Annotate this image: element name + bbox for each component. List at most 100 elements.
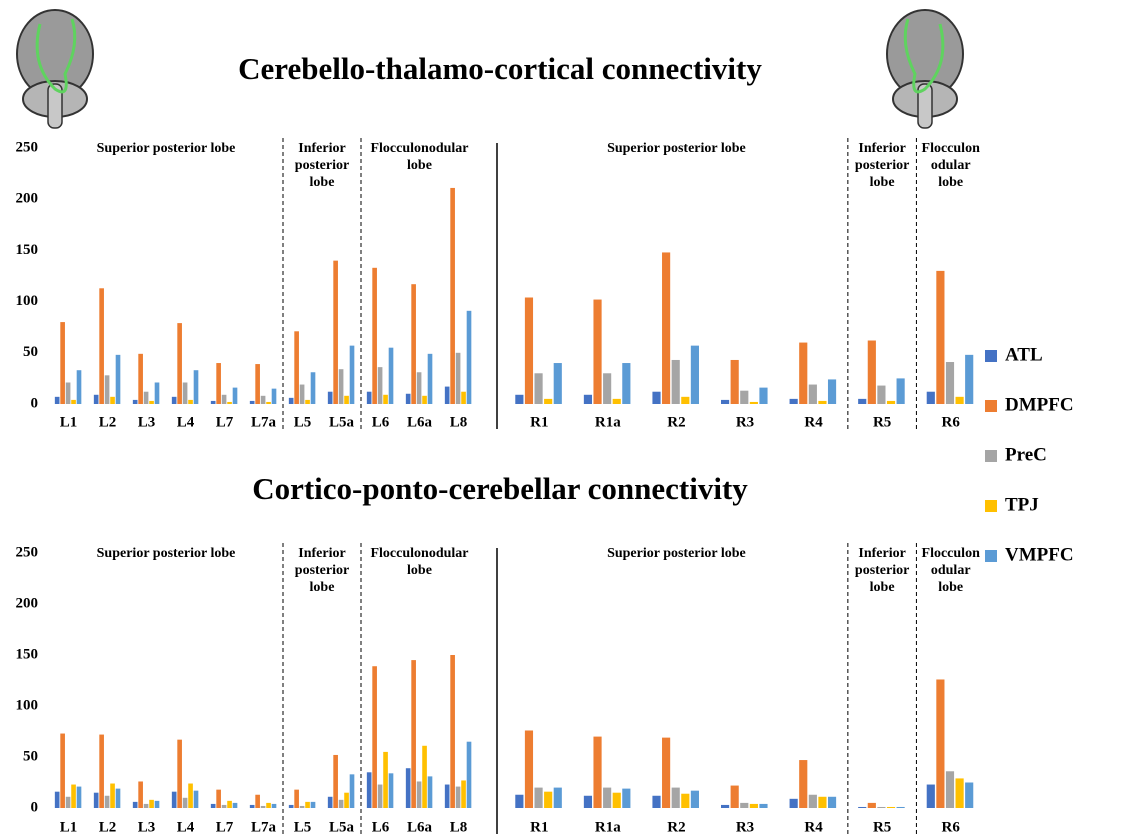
bar: [809, 795, 817, 808]
bar: [116, 789, 121, 808]
bar: [261, 806, 266, 808]
x-tick-label: R1a: [595, 819, 621, 835]
bar: [328, 392, 333, 404]
bar: [721, 400, 729, 404]
bar: [149, 800, 154, 808]
bar: [188, 784, 193, 808]
legend-swatch: [985, 350, 997, 362]
x-tick-label: L1: [60, 819, 78, 835]
y-tick-label: 100: [16, 293, 39, 309]
bar: [133, 802, 138, 808]
brain-icon: [887, 10, 963, 128]
bar: [897, 378, 905, 404]
region-box: Flocculonodular lobe: [363, 140, 476, 200]
brain-icon: [17, 10, 93, 128]
bar: [155, 801, 160, 808]
y-tick-label: 50: [23, 344, 38, 360]
x-tick-label: R6: [942, 414, 961, 430]
bar: [554, 363, 562, 404]
bar: [211, 401, 216, 404]
bar: [144, 804, 149, 808]
bar: [149, 401, 154, 404]
bar: [422, 746, 427, 808]
legend-label: PreC: [1005, 444, 1047, 465]
bar: [965, 783, 973, 809]
bar: [110, 784, 115, 808]
bar: [372, 666, 377, 808]
bar: [445, 387, 450, 404]
x-tick-label: L8: [450, 414, 468, 430]
bar: [294, 790, 299, 808]
bar: [818, 401, 826, 404]
legend-label: ATL: [1005, 344, 1043, 365]
bar: [534, 373, 542, 404]
bar: [544, 399, 552, 404]
x-tick-label: L6: [372, 819, 390, 835]
bar: [411, 660, 416, 808]
bar: [731, 360, 739, 404]
bar: [94, 395, 99, 404]
bar: [450, 188, 455, 404]
bar: [428, 776, 433, 808]
region-box: Superior posterior lobe: [51, 545, 281, 605]
x-tick-label: L2: [99, 819, 117, 835]
bar: [389, 773, 394, 808]
bar: [652, 796, 660, 808]
bar: [110, 397, 115, 404]
x-tick-label: R6: [942, 819, 961, 835]
region-box: Flocculonodular lobe: [918, 545, 983, 605]
bar: [809, 385, 817, 404]
bar: [593, 737, 601, 808]
bar: [177, 323, 182, 404]
bar: [328, 797, 333, 808]
bar: [188, 400, 193, 404]
x-tick-label: L7a: [251, 414, 277, 430]
page: Cerebello-thalamo-cortical connectivity0…: [0, 0, 1128, 838]
bar: [799, 760, 807, 808]
bar: [554, 788, 562, 808]
bar: [222, 395, 227, 404]
x-tick-label: R1: [530, 819, 548, 835]
legend-swatch: [985, 450, 997, 462]
bar: [216, 363, 221, 404]
bar: [272, 804, 277, 808]
x-tick-label: L5a: [329, 819, 355, 835]
y-tick-label: 0: [31, 799, 39, 815]
bar: [211, 804, 216, 808]
region-label: Flocculonodular lobe: [918, 545, 983, 596]
bar: [759, 388, 767, 404]
bar: [662, 252, 670, 404]
bar: [740, 803, 748, 808]
bar: [467, 742, 472, 808]
bar: [868, 341, 876, 404]
bar: [378, 785, 383, 808]
region-box: Inferior posterior lobe: [850, 140, 915, 200]
bar: [956, 778, 964, 808]
bar: [378, 367, 383, 404]
bar: [311, 372, 316, 404]
bar: [662, 738, 670, 808]
bar: [105, 796, 110, 808]
bar: [333, 755, 338, 808]
x-tick-label: L5: [294, 414, 312, 430]
region-box: Flocculonodular lobe: [363, 545, 476, 605]
bar: [897, 807, 905, 808]
bar: [877, 807, 885, 808]
y-tick-label: 50: [23, 748, 38, 764]
bar: [138, 781, 143, 808]
bar: [294, 331, 299, 404]
bar: [227, 402, 232, 404]
bar: [155, 382, 160, 404]
bar: [194, 370, 199, 404]
legend-label: VMPFC: [1005, 544, 1074, 565]
bar: [300, 806, 305, 808]
x-tick-label: L6a: [407, 819, 433, 835]
bar: [622, 789, 630, 808]
x-tick-label: R1a: [595, 414, 621, 430]
x-tick-label: L3: [138, 414, 156, 430]
x-tick-label: R3: [736, 414, 754, 430]
legend-swatch: [985, 550, 997, 562]
y-tick-label: 200: [16, 191, 39, 207]
x-tick-label: L6a: [407, 414, 433, 430]
bar: [868, 803, 876, 808]
